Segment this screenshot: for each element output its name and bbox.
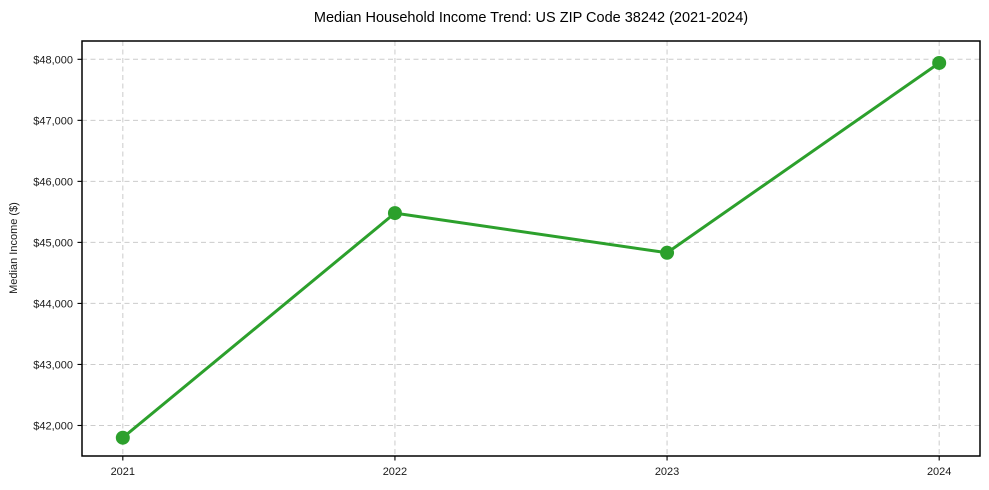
- data-point: [115, 430, 130, 445]
- x-tick-label: 2023: [655, 466, 679, 478]
- income-series: [115, 55, 947, 445]
- y-tick-label: $42,000: [33, 420, 73, 432]
- income-line: [121, 61, 941, 440]
- y-tick-label: $47,000: [33, 115, 73, 127]
- data-point: [387, 206, 402, 221]
- tick-marks: [77, 58, 940, 461]
- data-point: [932, 55, 947, 70]
- gridlines: [82, 41, 980, 456]
- y-tick-label: $48,000: [33, 54, 73, 66]
- plot-frame: [81, 40, 981, 457]
- y-tick-label: $45,000: [33, 237, 73, 249]
- y-axis-label: Median Income ($): [8, 202, 20, 294]
- y-tick-label: $43,000: [33, 359, 73, 371]
- x-tick-label: 2022: [383, 466, 407, 478]
- data-point: [660, 245, 675, 260]
- x-tick-label: 2024: [927, 466, 951, 478]
- y-tick-label: $46,000: [33, 176, 73, 188]
- y-tick-label: $44,000: [33, 298, 73, 310]
- tick-labels: $42,000 $43,000 $44,000 $45,000 $46,000 $47,0…: [33, 54, 951, 478]
- chart-title: Median Household Income Trend: US ZIP Co…: [314, 10, 748, 26]
- x-tick-label: 2021: [111, 466, 135, 478]
